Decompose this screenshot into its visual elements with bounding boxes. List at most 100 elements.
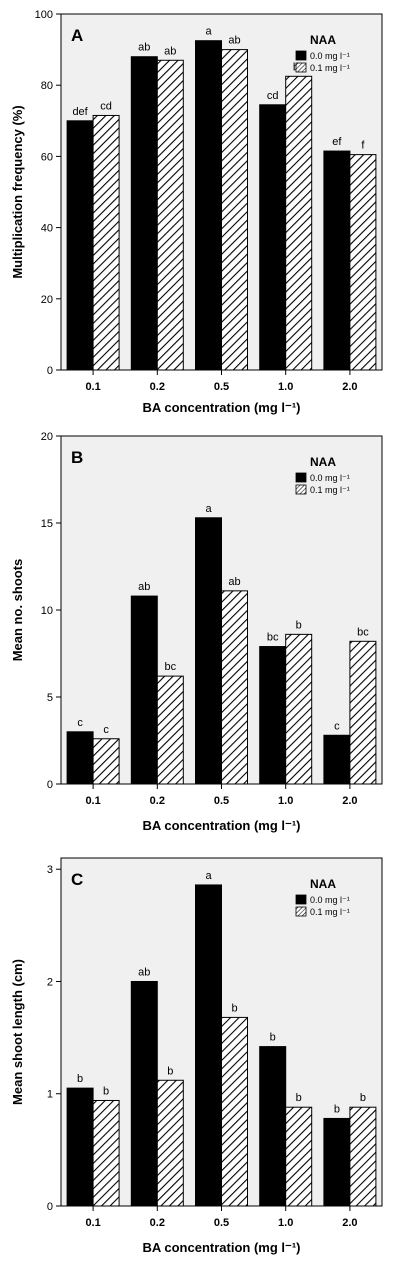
y-tick-label: 2 — [47, 976, 53, 988]
panel-letter: A — [71, 26, 83, 45]
bar-naa-0-0 — [195, 517, 222, 785]
significance-label: a — [205, 870, 212, 882]
legend-title: NAA — [310, 455, 336, 469]
legend-title: NAA — [310, 33, 336, 47]
bar-naa-0-1 — [349, 640, 377, 785]
bar-naa-0-1 — [349, 154, 377, 371]
bar-naa-0-1 — [285, 633, 313, 785]
y-tick-label: 3 — [47, 864, 53, 876]
significance-label: ab — [138, 581, 150, 593]
panel-letter: B — [71, 448, 83, 467]
significance-label: ab — [138, 966, 150, 978]
significance-label: bc — [357, 626, 369, 638]
bar-naa-0-1 — [156, 675, 184, 785]
x-tick-label: 2.0 — [342, 381, 357, 393]
x-tick-label: 0.5 — [214, 1217, 229, 1229]
x-tick-label: 2.0 — [342, 1217, 357, 1229]
legend-label: 0.0 mg l⁻¹ — [310, 51, 350, 61]
significance-label: ef — [332, 136, 342, 148]
x-axis-label: BA concentration (mg l⁻¹) — [142, 818, 300, 833]
bar-naa-0-1 — [285, 75, 313, 371]
bar-naa-0-0 — [66, 1087, 94, 1207]
x-axis-label: BA concentration (mg l⁻¹) — [142, 1240, 300, 1255]
y-axis-label: Mean no. shoots — [10, 559, 25, 662]
bar-naa-0-1 — [221, 590, 248, 785]
bar-naa-0-1 — [92, 114, 120, 371]
significance-label: c — [77, 717, 83, 729]
bar-naa-0-0 — [195, 40, 222, 371]
bar-naa-0-0 — [130, 980, 158, 1207]
y-tick-label: 15 — [41, 518, 53, 530]
y-tick-label: 60 — [41, 151, 53, 163]
y-axis-label: Mean shoot length (cm) — [10, 959, 25, 1105]
y-tick-label: 20 — [41, 431, 53, 443]
significance-label: cd — [100, 100, 112, 112]
bar-naa-0-1 — [156, 1079, 184, 1207]
legend-swatch — [295, 62, 307, 73]
bar-naa-0-1 — [221, 1016, 248, 1207]
y-tick-label: 10 — [41, 605, 53, 617]
y-tick-label: 5 — [47, 692, 53, 704]
significance-label: bc — [164, 661, 176, 673]
significance-label: c — [103, 724, 109, 736]
x-tick-label: 0.2 — [150, 1217, 165, 1229]
significance-label: ab — [228, 35, 240, 47]
x-tick-label: 0.1 — [85, 1217, 100, 1229]
significance-label: b — [270, 1032, 276, 1044]
legend-swatch — [295, 484, 307, 495]
significance-label: a — [205, 26, 212, 38]
bar-naa-0-0 — [130, 56, 158, 371]
bar-naa-0-1 — [92, 738, 120, 785]
legend-swatch — [295, 50, 307, 61]
bar-naa-0-0 — [195, 884, 222, 1207]
bar-naa-0-0 — [66, 731, 94, 785]
significance-label: b — [296, 619, 302, 631]
panel-letter: C — [71, 870, 83, 889]
bar-naa-0-1 — [156, 59, 184, 371]
x-tick-label: 0.5 — [214, 795, 229, 807]
bar-naa-0-0 — [323, 1117, 351, 1207]
bar-naa-0-0 — [259, 646, 287, 785]
significance-label: bc — [267, 632, 279, 644]
x-tick-label: 1.0 — [278, 1217, 293, 1229]
significance-label: def — [72, 106, 88, 118]
bar-naa-0-1 — [221, 49, 248, 371]
x-tick-label: 1.0 — [278, 795, 293, 807]
significance-label: c — [334, 720, 340, 732]
y-tick-label: 1 — [47, 1089, 53, 1101]
bar-naa-0-0 — [259, 1046, 287, 1207]
significance-label: a — [205, 503, 212, 515]
significance-label: f — [361, 140, 365, 152]
significance-label: b — [167, 1065, 173, 1077]
significance-label: b — [360, 1092, 366, 1104]
legend-swatch — [295, 472, 307, 483]
y-axis-label: Multiplication frequency (%) — [10, 105, 25, 278]
y-tick-label: 40 — [41, 223, 53, 235]
x-tick-label: 0.5 — [214, 381, 229, 393]
x-axis-label: BA concentration (mg l⁻¹) — [142, 400, 300, 415]
y-tick-label: 20 — [41, 294, 53, 306]
significance-label: b — [334, 1103, 340, 1115]
legend-label: 0.1 mg l⁻¹ — [310, 907, 350, 917]
bar-naa-0-1 — [349, 1106, 377, 1207]
legend-label: 0.1 mg l⁻¹ — [310, 63, 350, 73]
significance-label: b — [296, 1092, 302, 1104]
y-tick-label: 0 — [47, 365, 53, 377]
x-tick-label: 0.2 — [150, 795, 165, 807]
y-tick-label: 0 — [47, 1201, 53, 1213]
panel-b: 0 5 10 15 20 0.1 c c 0.2 ab bc 0.5 a ab 1.0 bc b 2.0 c bc B N… — [10, 431, 383, 833]
legend-label: 0.0 mg l⁻¹ — [310, 895, 350, 905]
bar-naa-0-1 — [92, 1099, 120, 1207]
significance-label: ab — [138, 42, 150, 54]
y-tick-label: 80 — [41, 80, 53, 92]
bar-naa-0-0 — [66, 120, 94, 371]
significance-label: b — [77, 1073, 83, 1085]
x-tick-label: 2.0 — [342, 795, 357, 807]
x-tick-label: 0.1 — [85, 795, 100, 807]
significance-label: cd — [267, 90, 279, 102]
x-tick-label: 0.1 — [85, 381, 100, 393]
significance-label: b — [231, 1002, 237, 1014]
significance-label: b — [103, 1085, 109, 1097]
